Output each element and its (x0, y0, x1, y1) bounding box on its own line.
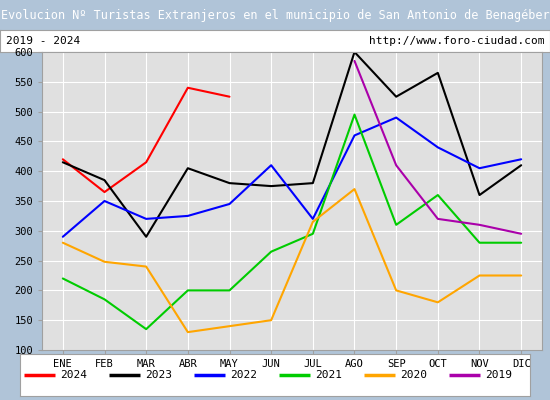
Text: Evolucion Nº Turistas Extranjeros en el municipio de San Antonio de Benagéber: Evolucion Nº Turistas Extranjeros en el … (1, 8, 549, 22)
Text: 2023: 2023 (145, 370, 172, 380)
Text: 2022: 2022 (230, 370, 257, 380)
Text: 2021: 2021 (315, 370, 342, 380)
Text: 2019: 2019 (485, 370, 512, 380)
Text: 2024: 2024 (60, 370, 87, 380)
Text: 2019 - 2024: 2019 - 2024 (6, 36, 80, 46)
Text: http://www.foro-ciudad.com: http://www.foro-ciudad.com (368, 36, 544, 46)
Text: 2020: 2020 (400, 370, 427, 380)
